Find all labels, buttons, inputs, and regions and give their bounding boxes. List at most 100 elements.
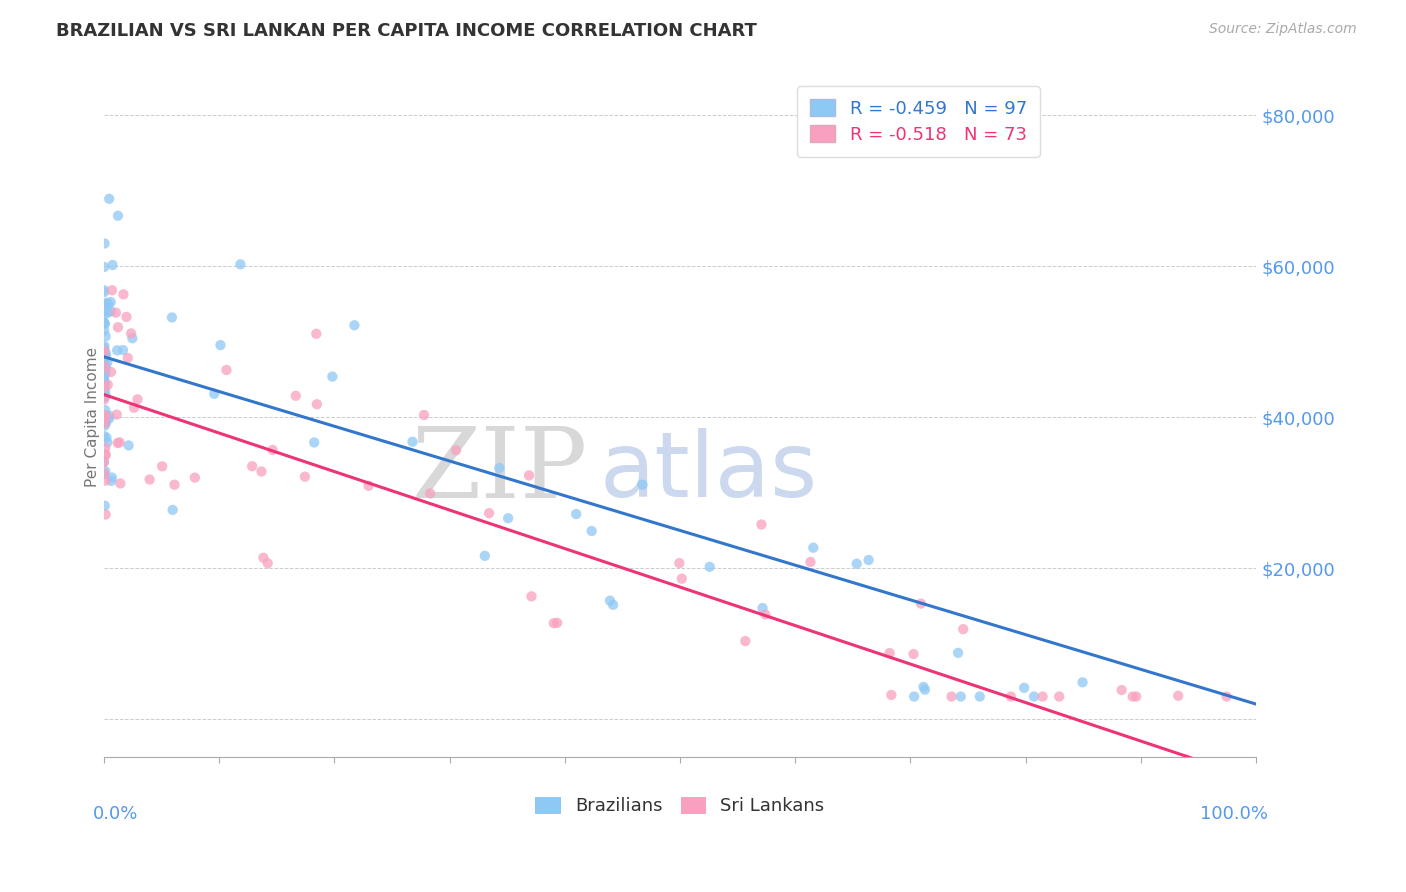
Legend: Brazilians, Sri Lankans: Brazilians, Sri Lankans: [529, 789, 832, 822]
Point: [229, 257, 252, 271]
Point: [93, 376, 115, 391]
Point: [101, 258, 124, 272]
Point: [880, 688, 903, 702]
Point: [93, 283, 115, 297]
Point: [94, 448, 117, 462]
Point: [93, 351, 115, 365]
Point: [93, 303, 115, 318]
Point: [1167, 689, 1189, 703]
Point: [93, 285, 115, 300]
Point: [101, 283, 124, 297]
Point: [93, 351, 115, 365]
Point: [799, 555, 821, 569]
Point: [93, 467, 115, 481]
Point: [138, 473, 160, 487]
Point: [94, 363, 117, 377]
Point: [93, 391, 115, 405]
Point: [122, 401, 145, 415]
Point: [1125, 690, 1147, 704]
Point: [94, 414, 117, 428]
Point: [93, 345, 115, 359]
Point: [104, 306, 127, 320]
Point: [94, 297, 117, 311]
Point: [949, 690, 972, 704]
Point: [93, 376, 115, 390]
Point: [93, 316, 115, 330]
Point: [321, 369, 343, 384]
Point: [93, 371, 115, 385]
Point: [93, 339, 115, 353]
Point: [117, 351, 139, 365]
Point: [94, 416, 117, 430]
Point: [94, 389, 117, 403]
Point: [879, 646, 901, 660]
Point: [671, 572, 693, 586]
Point: [751, 517, 773, 532]
Point: [96, 295, 118, 310]
Point: [546, 615, 568, 630]
Text: BRAZILIAN VS SRI LANKAN PER CAPITA INCOME CORRELATION CHART: BRAZILIAN VS SRI LANKAN PER CAPITA INCOM…: [56, 22, 756, 40]
Point: [93, 315, 115, 329]
Point: [94, 508, 117, 522]
Point: [93, 361, 115, 376]
Point: [478, 506, 501, 520]
Point: [107, 209, 129, 223]
Point: [1122, 690, 1144, 704]
Point: [94, 408, 117, 422]
Point: [93, 260, 115, 274]
Point: [127, 392, 149, 407]
Point: [93, 384, 115, 398]
Point: [93, 365, 115, 379]
Point: [209, 338, 232, 352]
Point: [1047, 690, 1070, 704]
Point: [952, 622, 974, 636]
Point: [117, 438, 139, 452]
Point: [121, 331, 143, 345]
Point: [903, 647, 925, 661]
Point: [1022, 690, 1045, 704]
Point: [845, 557, 868, 571]
Point: [419, 486, 441, 500]
Point: [401, 434, 423, 449]
Point: [215, 363, 238, 377]
Point: [94, 345, 117, 359]
Point: [302, 435, 325, 450]
Point: [94, 317, 117, 331]
Point: [100, 295, 122, 310]
Point: [946, 646, 969, 660]
Point: [250, 465, 273, 479]
Point: [93, 370, 115, 384]
Point: [754, 607, 776, 622]
Point: [517, 468, 540, 483]
Point: [98, 409, 121, 423]
Point: [93, 392, 115, 407]
Point: [97, 305, 120, 319]
Point: [96, 435, 118, 450]
Point: [488, 461, 510, 475]
Point: [115, 310, 138, 324]
Point: [100, 365, 122, 379]
Text: Source: ZipAtlas.com: Source: ZipAtlas.com: [1209, 22, 1357, 37]
Point: [581, 524, 603, 538]
Point: [444, 443, 467, 458]
Point: [474, 549, 496, 563]
Point: [97, 377, 120, 392]
Point: [105, 343, 128, 358]
Point: [1111, 683, 1133, 698]
Point: [94, 447, 117, 461]
Point: [93, 308, 115, 322]
Point: [112, 287, 135, 301]
Point: [357, 479, 380, 493]
Point: [93, 376, 115, 391]
Point: [202, 387, 225, 401]
Point: [93, 429, 115, 443]
Point: [94, 410, 117, 425]
Y-axis label: Per Capita Income: Per Capita Income: [86, 347, 100, 487]
Point: [97, 297, 120, 311]
Point: [631, 477, 654, 491]
Point: [734, 634, 756, 648]
Point: [111, 343, 134, 357]
Point: [93, 353, 115, 368]
Point: [668, 556, 690, 570]
Text: 0.0%: 0.0%: [93, 805, 138, 822]
